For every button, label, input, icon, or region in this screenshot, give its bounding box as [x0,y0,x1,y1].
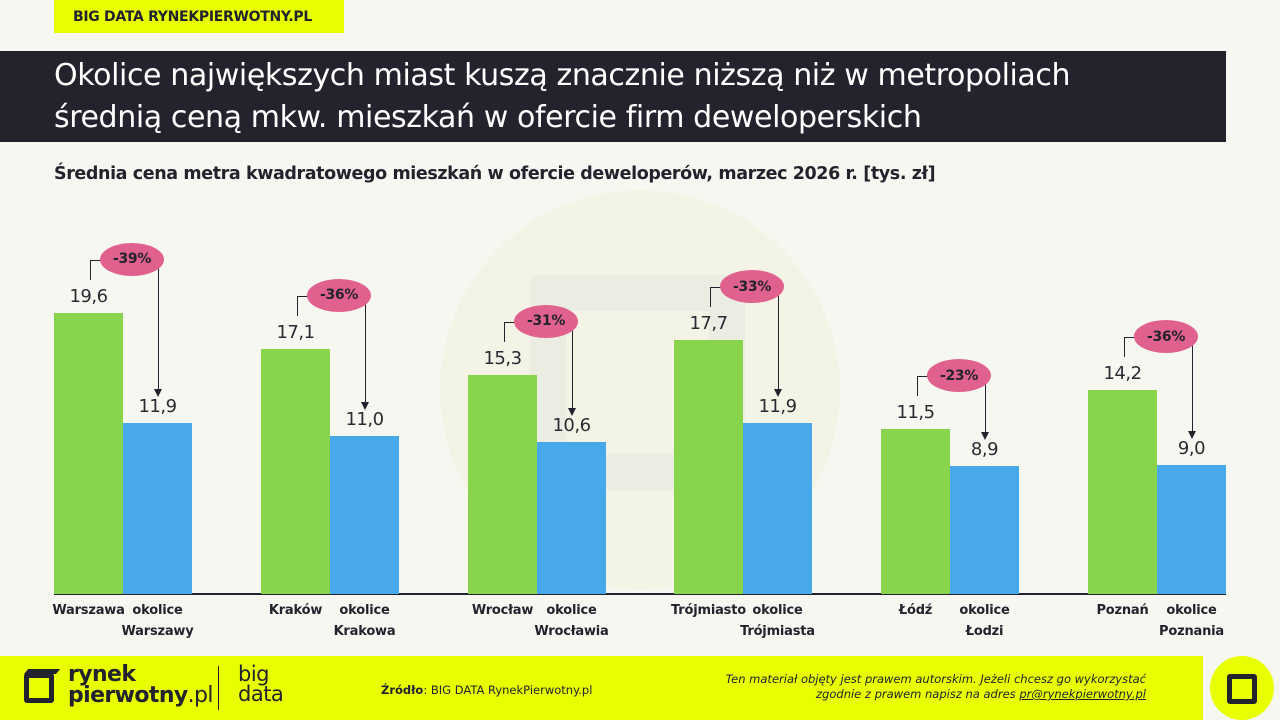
value-label: 9,0 [1177,437,1206,459]
bar-warszawa-suburbs [123,423,192,594]
logo-line-2-light: .pl [187,683,214,708]
bar-wrocław-suburbs [537,441,606,594]
bar-trójmiasto-city [674,340,743,594]
x-label-city: Warszawa [52,603,125,618]
connector-line [504,321,516,342]
diff-badge: -39% [100,242,164,276]
x-label-city: Kraków [268,603,323,618]
x-label-suburbs: okolice Trójmiasta [723,600,833,642]
connector-line [1124,337,1136,358]
x-label-city: Wrocław [471,603,534,618]
value-label: 17,7 [689,313,728,335]
connector-line [710,287,722,308]
x-label-suburbs-line-2: Poznania [1159,624,1224,639]
brand-tag: BIG DATA RYNEKPIERWOTNY.PL [54,0,344,33]
bar-poznań-city [1088,390,1157,594]
x-label-suburbs: okolice Poznania [1137,600,1247,642]
value-label: 11,0 [345,409,384,431]
connector-line [1182,337,1193,433]
x-label-suburbs-line-1: okolice [339,603,390,618]
x-label-suburbs: okolice Łodzi [930,600,1040,642]
bar-chart: 19,6 11,9 -39% Warszawa okolice Warszawy 17,1 1… [52,242,1247,642]
source-value: : BIG DATA RynekPierwotny.pl [423,683,593,697]
copyright-line-2: zgodnie z prawem napisz na adres [816,687,1020,701]
copyright-email-link[interactable]: pr@rynekpierwotny.pl [1019,687,1146,701]
source-note: Źródło: BIG DATA RynekPierwotny.pl [381,683,592,697]
value-label: 15,3 [483,347,522,369]
bar-trójmiasto-suburbs [743,423,812,594]
logo-line-1: rynek [68,662,136,687]
connector-line [148,259,159,392]
title-line-1: Okolice największych miast kuszą znaczni… [54,58,1071,93]
bar-łódź-suburbs [950,466,1019,594]
x-label-city: Poznań [1096,603,1149,618]
chart-subtitle: Średnia cena metra kwadratowego mieszkań… [54,164,936,184]
arrow-down-icon [774,389,782,398]
x-label-city: Łódź [898,603,933,618]
bar-kraków-city [261,348,330,594]
value-label: 10,6 [552,414,591,436]
x-label-suburbs: okolice Krakowa [310,600,420,642]
value-label: 19,6 [69,285,108,307]
x-label-suburbs-line-2: Łodzi [965,624,1004,639]
arrow-down-icon [981,432,989,441]
connector-line [355,295,366,405]
value-label: 11,9 [138,396,177,418]
x-label-suburbs: okolice Wrocławia [517,600,627,642]
arrow-down-icon [154,389,162,398]
bigdata-logo-text: big data [238,662,284,706]
copyright-note: Ten materiał objęty jest prawem autorski… [726,672,1146,702]
bar-wrocław-city [468,374,537,594]
connector-line [297,295,309,316]
x-label-suburbs-line-2: Warszawy [121,624,194,639]
value-label: 14,2 [1103,363,1142,385]
connector-line [90,259,102,280]
diff-badge: -31% [514,304,578,338]
x-label-suburbs-line-1: okolice [959,603,1010,618]
diff-badge: -36% [307,278,371,312]
copyright-line-1: Ten materiał objęty jest prawem autorski… [725,672,1146,686]
x-label-suburbs-line-2: Wrocławia [534,624,609,639]
x-label-suburbs-line-2: Krakowa [333,624,396,639]
diff-badge: -33% [720,270,784,304]
bar-warszawa-city [54,312,123,594]
bigdata-line-1: big [238,662,270,686]
arrow-down-icon [1188,430,1196,439]
diff-badge: -23% [927,359,991,393]
x-label-suburbs-line-2: Trójmiasta [740,624,815,639]
x-label-suburbs-line-1: okolice [546,603,597,618]
rynekpierwotny-logo-icon [24,673,54,703]
x-label-suburbs: okolice Warszawy [103,600,213,642]
bar-łódź-city [881,429,950,594]
arrow-down-icon [361,402,369,411]
bar-kraków-suburbs [330,436,399,594]
bigdata-line-2: data [238,682,284,706]
connector-line [917,376,929,397]
logo-line-2-bold: pierwotny [68,683,188,708]
diff-badge: -36% [1134,320,1198,354]
title-line-2: średnią ceną mkw. mieszkań w ofercie fir… [54,100,922,135]
corner-logo-icon [1227,674,1257,704]
x-label-suburbs-line-1: okolice [752,603,803,618]
arrow-down-icon [568,407,576,416]
x-label-suburbs-line-1: okolice [132,603,183,618]
value-label: 17,1 [276,321,315,343]
x-label-suburbs-line-1: okolice [1166,603,1217,618]
connector-line [768,287,779,392]
page-title: Okolice największych miast kuszą znaczni… [0,51,1226,142]
source-label: Źródło [381,683,424,697]
rynekpierwotny-logo-text: rynek pierwotny.pl [68,662,214,708]
footer-bar [0,656,1203,720]
x-axis-line [54,593,1226,595]
value-label: 11,9 [758,396,797,418]
corner-logo-badge [1210,656,1274,720]
x-label-city: Trójmiasto [671,603,746,618]
bar-poznań-suburbs [1157,464,1226,594]
value-label: 11,5 [896,402,935,424]
logo-divider [218,666,219,710]
value-label: 8,9 [970,439,999,461]
